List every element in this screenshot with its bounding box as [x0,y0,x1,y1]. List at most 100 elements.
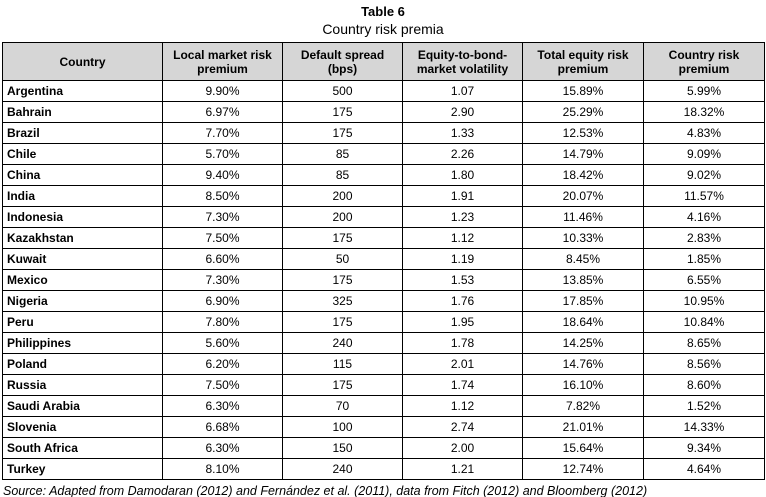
local_mrp-cell: 8.50% [162,185,283,207]
local_mrp-cell: 7.70% [162,122,283,144]
volatility-cell: 2.90 [402,101,523,123]
total_erp-cell: 18.42% [522,164,644,186]
default_spread-cell: 175 [282,227,403,249]
table-row: Mexico 7.30% 175 1.53 13.85% 6.55% [2,269,765,291]
header-equity-to-bond-volatility: Equity-to-bond-market volatility [402,42,523,81]
table-row: Nigeria 6.90% 325 1.76 17.85% 10.95% [2,290,765,312]
total_erp-cell: 13.85% [522,269,644,291]
country-cell: Indonesia [2,206,163,228]
total_erp-cell: 17.85% [522,290,644,312]
total_erp-cell: 12.53% [522,122,644,144]
local_mrp-cell: 9.40% [162,164,283,186]
volatility-cell: 1.78 [402,332,523,354]
default_spread-cell: 70 [282,395,403,417]
table-row: China 9.40% 85 1.80 18.42% 9.02% [2,164,765,186]
country-cell: Nigeria [2,290,163,312]
table-row: Kazakhstan 7.50% 175 1.12 10.33% 2.83% [2,227,765,249]
total_erp-cell: 14.79% [522,143,644,165]
table-caption: Country risk premia [322,21,444,37]
total_erp-cell: 25.29% [522,101,644,123]
table-row: Bahrain 6.97% 175 2.90 25.29% 18.32% [2,101,765,123]
default_spread-cell: 200 [282,206,403,228]
volatility-cell: 1.33 [402,122,523,144]
volatility-cell: 2.00 [402,437,523,459]
default_spread-cell: 175 [282,122,403,144]
source-note: Source: Adapted from Damodaran (2012) an… [3,484,648,497]
default_spread-cell: 50 [282,248,403,270]
crp-cell: 10.95% [643,290,765,312]
total_erp-cell: 15.89% [522,80,644,102]
volatility-cell: 1.74 [402,374,523,396]
country-cell: Brazil [2,122,163,144]
country-cell: China [2,164,163,186]
country-cell: Bahrain [2,101,163,123]
country-cell: Poland [2,353,163,375]
crp-cell: 14.33% [643,416,765,438]
local_mrp-cell: 6.60% [162,248,283,270]
crp-cell: 9.09% [643,143,765,165]
table-header-row: Country Local market risk premium Defaul… [2,42,765,81]
total_erp-cell: 11.46% [522,206,644,228]
header-country: Country [2,42,163,81]
country-cell: Turkey [2,458,163,480]
local_mrp-cell: 7.50% [162,374,283,396]
local_mrp-cell: 7.50% [162,227,283,249]
crp-cell: 4.83% [643,122,765,144]
country-cell: India [2,185,163,207]
local_mrp-cell: 5.70% [162,143,283,165]
country-cell: Chile [2,143,163,165]
default_spread-cell: 85 [282,164,403,186]
local_mrp-cell: 6.20% [162,353,283,375]
volatility-cell: 2.74 [402,416,523,438]
header-default-spread: Default spread (bps) [282,42,403,81]
country-cell: Kazakhstan [2,227,163,249]
total_erp-cell: 21.01% [522,416,644,438]
total_erp-cell: 8.45% [522,248,644,270]
default_spread-cell: 325 [282,290,403,312]
local_mrp-cell: 6.90% [162,290,283,312]
local_mrp-cell: 6.97% [162,101,283,123]
table-number-title: Table 6 [361,4,405,19]
total_erp-cell: 16.10% [522,374,644,396]
total_erp-cell: 14.25% [522,332,644,354]
country-cell: Mexico [2,269,163,291]
volatility-cell: 1.12 [402,395,523,417]
default_spread-cell: 100 [282,416,403,438]
table-row: South Africa 6.30% 150 2.00 15.64% 9.34% [2,437,765,459]
crp-cell: 10.84% [643,311,765,333]
table-row: Indonesia 7.30% 200 1.23 11.46% 4.16% [2,206,765,228]
total_erp-cell: 15.64% [522,437,644,459]
table-header: Country Local market risk premium Defaul… [2,42,765,81]
table-row: India 8.50% 200 1.91 20.07% 11.57% [2,185,765,207]
country-cell: Argentina [2,80,163,102]
volatility-cell: 1.21 [402,458,523,480]
local_mrp-cell: 8.10% [162,458,283,480]
volatility-cell: 1.19 [402,248,523,270]
header-country-risk-premium: Country risk premium [643,42,765,81]
table-row: Slovenia 6.68% 100 2.74 21.01% 14.33% [2,416,765,438]
crp-cell: 6.55% [643,269,765,291]
total_erp-cell: 10.33% [522,227,644,249]
total_erp-cell: 18.64% [522,311,644,333]
table-row: Peru 7.80% 175 1.95 18.64% 10.84% [2,311,765,333]
volatility-cell: 1.23 [402,206,523,228]
crp-cell: 8.56% [643,353,765,375]
crp-cell: 4.16% [643,206,765,228]
country-cell: Philippines [2,332,163,354]
header-total-equity-risk-premium: Total equity risk premium [522,42,644,81]
crp-cell: 8.60% [643,374,765,396]
crp-cell: 11.57% [643,185,765,207]
table-row: Russia 7.50% 175 1.74 16.10% 8.60% [2,374,765,396]
table-row: Brazil 7.70% 175 1.33 12.53% 4.83% [2,122,765,144]
total_erp-cell: 12.74% [522,458,644,480]
crp-cell: 4.64% [643,458,765,480]
country-risk-premia-table: Country Local market risk premium Defaul… [2,42,765,480]
country-cell: Peru [2,311,163,333]
country-cell: South Africa [2,437,163,459]
volatility-cell: 1.91 [402,185,523,207]
table-row: Saudi Arabia 6.30% 70 1.12 7.82% 1.52% [2,395,765,417]
header-local-market-risk-premium: Local market risk premium [162,42,283,81]
country-cell: Saudi Arabia [2,395,163,417]
default_spread-cell: 175 [282,101,403,123]
table-row: Chile 5.70% 85 2.26 14.79% 9.09% [2,143,765,165]
